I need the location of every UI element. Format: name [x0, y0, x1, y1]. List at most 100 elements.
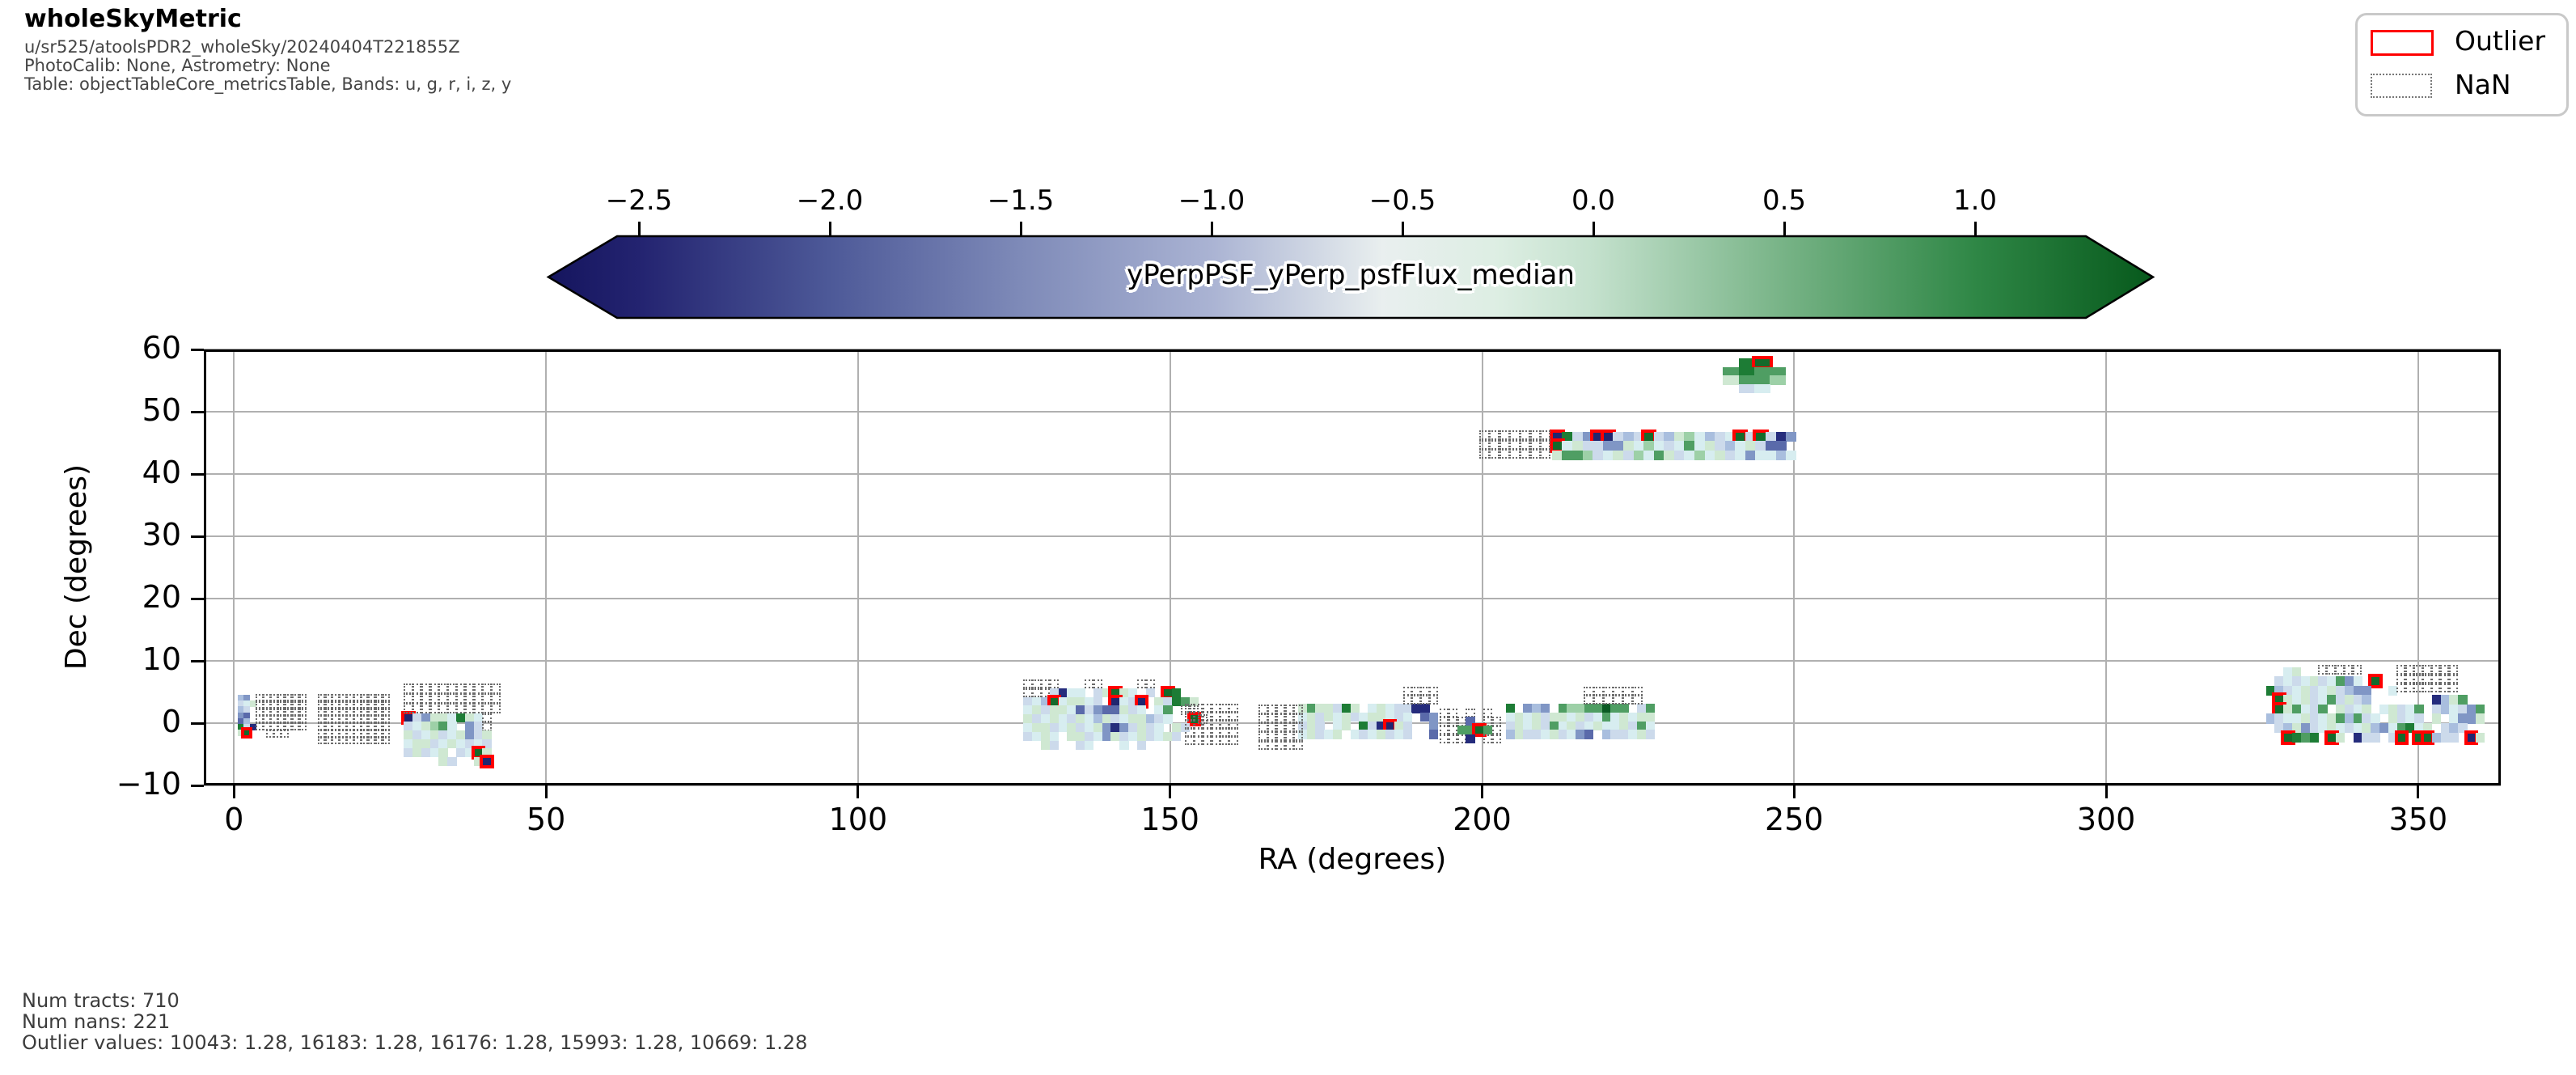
tract-cell — [1715, 450, 1726, 460]
tract-cell — [2336, 713, 2345, 724]
nan-cell — [1093, 679, 1103, 689]
tract-cell — [482, 730, 492, 740]
nan-cell — [1632, 686, 1643, 696]
tract-cell — [1466, 734, 1475, 744]
tract-cell — [1766, 431, 1777, 442]
tract-cell — [1128, 688, 1138, 698]
tract-cell — [1032, 723, 1042, 733]
nan-cell — [1284, 704, 1295, 714]
y-tick — [191, 535, 204, 538]
nan-cell — [1185, 712, 1195, 721]
tract-cell — [1753, 384, 1770, 394]
tract-cell — [1076, 731, 1085, 742]
nan-cell — [339, 708, 347, 716]
tract-cell — [1558, 712, 1568, 722]
tract-cell — [2292, 704, 2302, 715]
tract-cell — [1315, 704, 1325, 713]
nan-cell — [374, 736, 383, 745]
nan-cell — [421, 693, 431, 704]
nan-cell — [1632, 695, 1643, 705]
nan-cell — [284, 700, 293, 709]
nan-cell — [1220, 720, 1229, 729]
nan-cell — [1448, 717, 1458, 726]
tract-cell — [1084, 714, 1094, 724]
tract-cell — [421, 722, 431, 731]
subtitle-table: Table: objectTableCore_metricsTable, Ban… — [24, 74, 512, 94]
tract-cell — [2327, 676, 2337, 687]
nan-cell — [1593, 686, 1604, 696]
tract-cell — [2414, 723, 2424, 734]
tract-cell — [1582, 450, 1593, 460]
tract-cell — [1067, 714, 1077, 724]
nan-cell — [1185, 736, 1195, 745]
tract-cell — [1753, 366, 1770, 376]
tract-cell — [1601, 704, 1612, 713]
nan-cell — [2422, 674, 2432, 684]
nan-cell — [1023, 679, 1033, 689]
tract-cell — [438, 713, 448, 723]
y-axis-label: Dec (degrees) — [60, 463, 93, 671]
tract-cell — [1023, 723, 1033, 733]
nan-cell — [317, 693, 326, 702]
legend-nan-label: NaN — [2455, 69, 2511, 100]
nan-cell — [339, 700, 347, 709]
tract-cell — [1128, 723, 1138, 733]
tract-cell — [1645, 704, 1656, 713]
tract-cell — [1049, 723, 1060, 733]
nan-cell — [438, 684, 448, 695]
nan-cell — [360, 730, 369, 738]
nan-cell — [1293, 731, 1303, 742]
nan-cell — [382, 700, 391, 709]
subtitle-calib: PhotoCalib: None, Astrometry: None — [24, 56, 331, 75]
nan-cell — [1136, 679, 1147, 689]
gridline-x — [1169, 349, 1171, 785]
tract-cell — [1394, 712, 1404, 722]
tract-cell — [2405, 723, 2415, 734]
nan-cell — [1491, 726, 1502, 735]
nan-cell — [277, 722, 286, 730]
nan-cell — [2405, 683, 2415, 693]
tract-cell — [1049, 731, 1060, 742]
tract-cell — [1704, 431, 1715, 442]
tract-cell — [473, 713, 483, 723]
tract-cell — [1084, 731, 1094, 742]
tract-cell — [1136, 705, 1147, 715]
tract-cell — [1593, 721, 1603, 731]
tract-cell — [1532, 712, 1542, 722]
nan-cell — [277, 693, 286, 702]
tract-cell — [1023, 696, 1033, 707]
nan-cell — [1258, 731, 1268, 742]
nan-cell — [353, 715, 362, 723]
nan-cell — [324, 736, 333, 745]
nan-cell — [298, 708, 307, 716]
nan-cell — [324, 700, 333, 709]
outlier-swatch — [2371, 30, 2434, 56]
nan-cell — [284, 693, 293, 702]
nan-cell — [1402, 695, 1412, 705]
tract-cell — [482, 747, 492, 758]
tract-cell — [2449, 723, 2459, 734]
nan-cell — [256, 700, 264, 709]
nan-cell — [367, 715, 376, 723]
tract-cell — [2379, 723, 2389, 734]
nan-cell — [1084, 679, 1094, 689]
tract-cell — [1402, 704, 1412, 713]
tract-cell — [1102, 723, 1111, 733]
tract-cell — [1076, 696, 1085, 707]
y-tick-label: 60 — [142, 330, 181, 366]
tract-cell — [1067, 723, 1077, 733]
x-tick-label: 0 — [224, 802, 244, 837]
tract-cell — [2283, 695, 2293, 705]
tract-cell — [1163, 714, 1173, 724]
nan-cell — [473, 703, 483, 713]
nan-cell — [2335, 665, 2345, 675]
tract-cell — [1673, 431, 1686, 442]
tract-cell — [2300, 704, 2311, 715]
x-tick — [232, 785, 235, 798]
tract-cell — [1136, 731, 1147, 742]
tract-cell — [243, 717, 251, 725]
y-tick — [191, 348, 204, 351]
nan-cell — [1428, 695, 1439, 705]
tract-cell — [2475, 704, 2485, 715]
